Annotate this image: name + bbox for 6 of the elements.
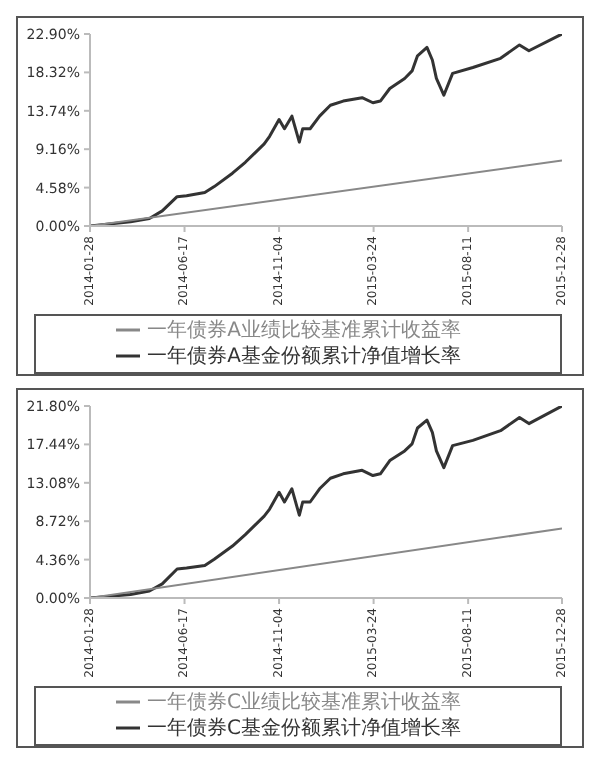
legend-label: 一年债券A基金份额累计净值增长率	[147, 346, 461, 368]
legend-label: 一年债券A业绩比较基准累计收益率	[147, 320, 461, 342]
line-series	[90, 34, 562, 226]
legend-label: 一年债券C业绩比较基准累计收益率	[147, 692, 461, 714]
legend-label: 一年债券C基金份额累计净值增长率	[147, 718, 461, 740]
line-series	[90, 406, 562, 598]
